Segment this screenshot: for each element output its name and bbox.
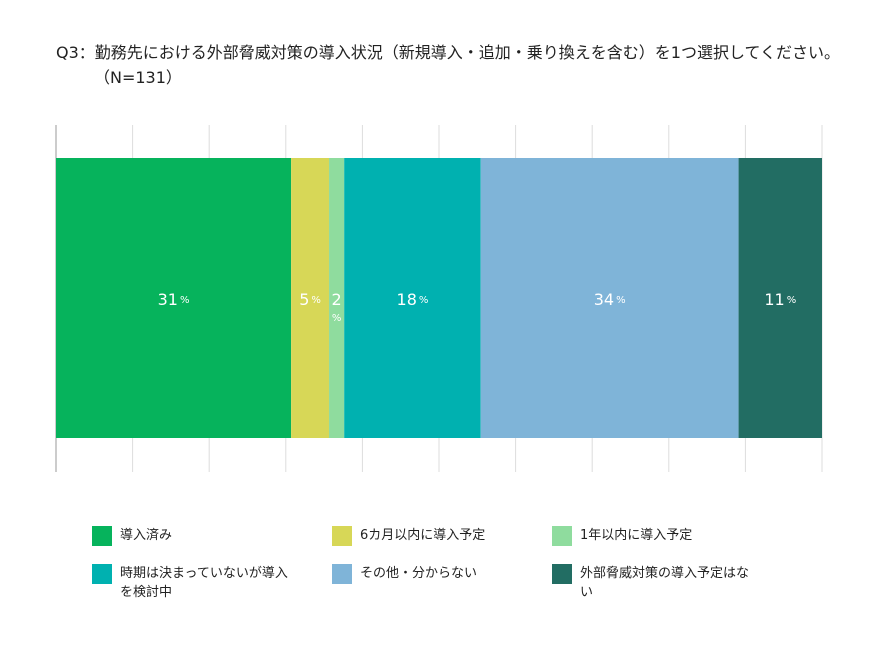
bar-segment — [329, 158, 345, 438]
chart-title: Q3：勤務先における外部脅威対策の導入状況（新規導入・追加・乗り換えを含む）を1… — [56, 43, 840, 87]
legend-item: 導入済み — [92, 526, 290, 546]
data-label: 2% — [332, 290, 342, 325]
legend-item: 1年以内に導入予定 — [552, 526, 755, 546]
legend-swatch — [92, 564, 112, 584]
legend-swatch — [552, 564, 572, 584]
data-label: 18% — [397, 290, 429, 309]
legend-item: 外部脅威対策の導入予定はない — [552, 564, 755, 602]
bar-segment — [344, 158, 481, 438]
bar-segment — [56, 158, 292, 438]
bar-segment — [480, 158, 739, 438]
bar-segment — [738, 158, 822, 438]
legend-label: 6カ月以内に導入予定 — [360, 528, 486, 543]
legend-swatch — [92, 526, 112, 546]
legend-label: 導入済み — [120, 528, 173, 543]
legend-swatch — [552, 526, 572, 546]
bar-segment — [291, 158, 330, 438]
legend-label: 外部脅威対策の導入予定はない — [580, 566, 750, 600]
legend-swatch — [332, 526, 352, 546]
legend-item: その他・分からない — [332, 564, 535, 584]
data-label: 34% — [594, 290, 626, 309]
legend-swatch — [332, 564, 352, 584]
legend-label: 時期は決まっていないが導入を検討中 — [120, 566, 288, 600]
data-label: 5% — [299, 290, 321, 309]
legend-label: 1年以内に導入予定 — [580, 528, 693, 543]
legend-item: 6カ月以内に導入予定 — [332, 526, 535, 546]
legend-item: 時期は決まっていないが導入を検討中 — [92, 564, 290, 602]
data-label: 31% — [158, 290, 190, 309]
legend-label: その他・分からない — [360, 566, 478, 581]
data-label: 11% — [764, 290, 796, 309]
